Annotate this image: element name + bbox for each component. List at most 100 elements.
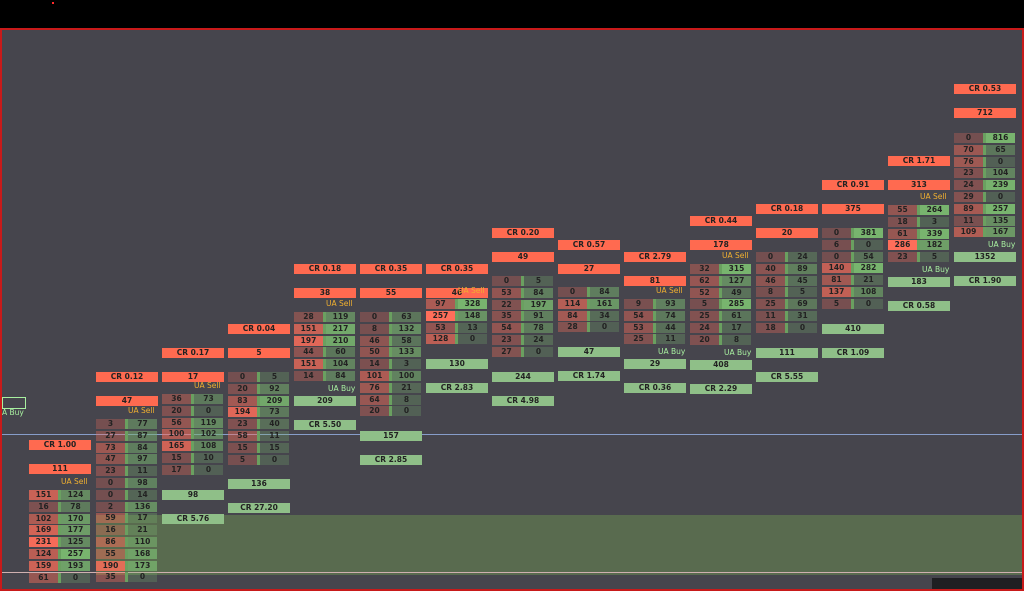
bid-cell: 0 <box>228 372 257 382</box>
volume-bar <box>125 572 128 583</box>
volume-bar <box>257 383 260 394</box>
bid-cell: 53 <box>492 287 521 298</box>
ask-cell: 264 <box>920 205 949 215</box>
volume-bar <box>191 464 194 475</box>
ask-cell: 84 <box>128 442 157 453</box>
volume-bar <box>521 346 524 357</box>
column-cr-delta: CR 4.98 <box>492 395 554 406</box>
ask-cell: 170 <box>61 513 90 524</box>
bid-cell: 28 <box>294 312 323 322</box>
volume-bar <box>125 430 128 441</box>
column-total: 38 <box>294 288 356 298</box>
ask-cell: 125 <box>61 537 90 548</box>
ask-cell: 133 <box>392 347 421 358</box>
footprint-chart[interactable]: A Buy CR 1.00 111 UA Sell 151 124 16 78 102 170 1… <box>0 28 1024 591</box>
ask-cell: 104 <box>986 168 1015 179</box>
ua-buy-label: UA Buy <box>922 265 950 274</box>
ask-cell: 8 <box>392 394 421 405</box>
ask-cell: 69 <box>788 299 817 310</box>
ua-sell-label: UA Sell <box>61 477 88 486</box>
bid-cell: 23 <box>228 419 257 430</box>
bid-cell: 29 <box>954 192 983 202</box>
bid-cell: 24 <box>690 323 719 333</box>
ask-cell: 119 <box>326 312 355 322</box>
cr-ratio-label: CR 0.18 <box>756 204 818 214</box>
bid-cell: 5 <box>822 298 851 309</box>
bid-cell: 81 <box>822 275 851 286</box>
ask-cell: 14 <box>128 489 157 500</box>
ask-cell: 257 <box>61 549 90 559</box>
price-level-line <box>2 434 1022 435</box>
volume-bar <box>785 252 788 262</box>
column-delta: 410 <box>822 323 884 334</box>
ask-cell: 167 <box>986 227 1015 238</box>
ask-cell: 217 <box>326 323 355 334</box>
status-dot <box>52 2 54 4</box>
ask-cell: 119 <box>194 417 223 428</box>
ask-cell: 104 <box>326 359 355 370</box>
column-delta: 209 <box>294 395 356 406</box>
ask-cell: 0 <box>524 346 553 357</box>
column-cr-delta: CR 27.20 <box>228 503 290 514</box>
volume-bar <box>521 287 524 298</box>
column-cr-delta: CR 2.29 <box>690 383 752 394</box>
ask-cell: 0 <box>986 192 1015 202</box>
ask-cell: 210 <box>326 335 355 346</box>
left-edge-box <box>2 397 26 409</box>
bid-cell: 25 <box>756 299 785 310</box>
volume-bar <box>917 240 920 251</box>
bid-cell: 55 <box>888 205 917 215</box>
ask-cell: 182 <box>920 240 949 251</box>
bid-cell: 20 <box>690 334 719 345</box>
volume-bar <box>455 322 458 333</box>
cr-ratio-label: CR 0.20 <box>492 228 554 238</box>
volume-bar <box>323 359 326 370</box>
volume-bar <box>125 442 128 453</box>
bid-cell: 0 <box>96 478 125 488</box>
bid-cell: 18 <box>756 322 785 333</box>
column-delta: 98 <box>162 489 224 500</box>
bid-cell: 151 <box>294 323 323 334</box>
volume-bar <box>719 275 722 286</box>
volume-bar <box>257 419 260 430</box>
ask-cell: 58 <box>392 335 421 346</box>
column-total: 375 <box>822 204 884 214</box>
bid-cell: 169 <box>29 525 58 536</box>
ask-cell: 5 <box>260 372 289 382</box>
column-delta: 183 <box>888 277 950 287</box>
volume-bar <box>983 133 986 143</box>
ua-sell-label: UA Sell <box>722 251 749 260</box>
column-cr-delta: CR 2.85 <box>360 455 422 466</box>
volume-bar <box>125 560 128 571</box>
volume-bar <box>389 371 392 381</box>
ask-cell: 24 <box>788 252 817 262</box>
volume-bar <box>58 490 61 500</box>
volume-bar <box>587 298 590 309</box>
bid-cell: 165 <box>162 441 191 452</box>
ask-cell: 177 <box>61 525 90 536</box>
bid-cell: 14 <box>294 371 323 381</box>
bid-cell: 32 <box>690 264 719 274</box>
column-total: 46 <box>426 288 488 298</box>
volume-bar <box>455 299 458 309</box>
ask-cell: 197 <box>524 299 553 310</box>
ask-cell: 40 <box>260 419 289 430</box>
bid-cell: 8 <box>756 287 785 298</box>
bid-cell: 61 <box>888 228 917 239</box>
volume-bar <box>851 263 854 274</box>
volume-bar <box>851 228 854 238</box>
bid-cell: 28 <box>558 322 587 333</box>
column-total: 5 <box>228 348 290 358</box>
ua-sell-label: UA Sell <box>194 381 221 390</box>
bid-cell: 25 <box>624 334 653 345</box>
ask-cell: 282 <box>854 263 883 274</box>
volume-bar <box>455 310 458 321</box>
ask-cell: 21 <box>392 382 421 393</box>
bid-cell: 53 <box>426 322 455 333</box>
volume-bar <box>851 287 854 297</box>
ask-cell: 92 <box>260 383 289 394</box>
volume-bar <box>257 431 260 441</box>
column-cr-delta: CR 5.55 <box>756 371 818 382</box>
ask-cell: 5 <box>524 276 553 286</box>
column-total: 178 <box>690 240 752 250</box>
